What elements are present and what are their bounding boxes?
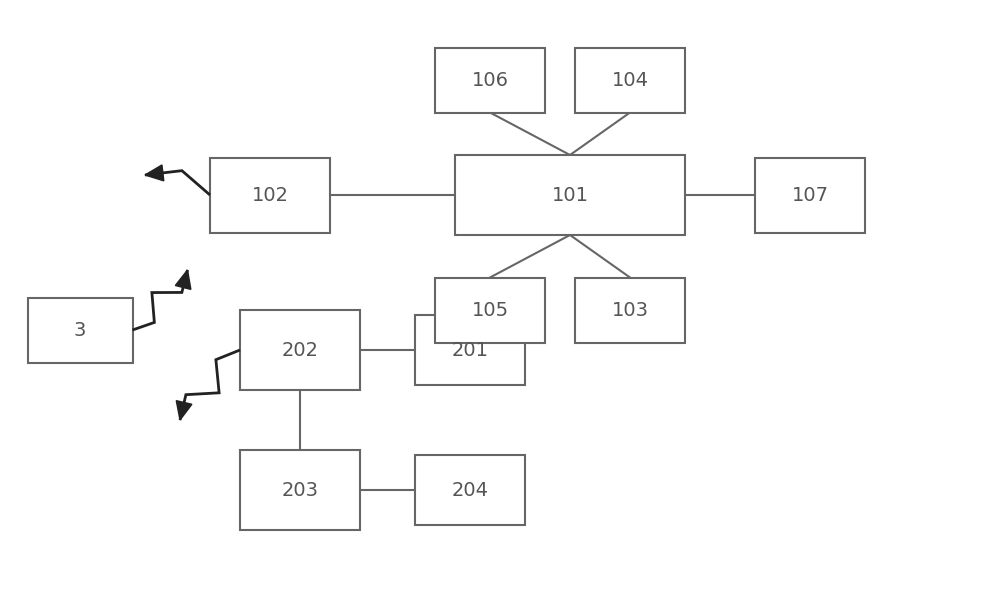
Text: 104: 104 bbox=[612, 71, 648, 90]
Text: 204: 204 bbox=[452, 481, 488, 499]
Text: 107: 107 bbox=[791, 186, 828, 204]
Text: 101: 101 bbox=[552, 186, 588, 204]
Bar bbox=[575, 48, 685, 112]
Text: 202: 202 bbox=[282, 340, 319, 359]
Bar bbox=[415, 455, 525, 525]
Text: 103: 103 bbox=[612, 300, 648, 319]
Text: 106: 106 bbox=[472, 71, 509, 90]
Bar bbox=[755, 157, 865, 233]
Bar bbox=[240, 310, 360, 390]
Bar bbox=[210, 157, 330, 233]
Polygon shape bbox=[176, 401, 192, 420]
Bar bbox=[455, 155, 685, 235]
Bar bbox=[435, 48, 545, 112]
Bar bbox=[575, 277, 685, 342]
Text: 3: 3 bbox=[74, 320, 86, 339]
Text: 105: 105 bbox=[471, 300, 509, 319]
Bar bbox=[28, 297, 133, 362]
Text: 201: 201 bbox=[452, 340, 488, 359]
Polygon shape bbox=[145, 165, 164, 181]
Bar bbox=[415, 315, 525, 385]
Polygon shape bbox=[175, 270, 191, 289]
Text: 203: 203 bbox=[282, 481, 319, 499]
Bar bbox=[240, 450, 360, 530]
Text: 102: 102 bbox=[252, 186, 289, 204]
Bar bbox=[435, 277, 545, 342]
